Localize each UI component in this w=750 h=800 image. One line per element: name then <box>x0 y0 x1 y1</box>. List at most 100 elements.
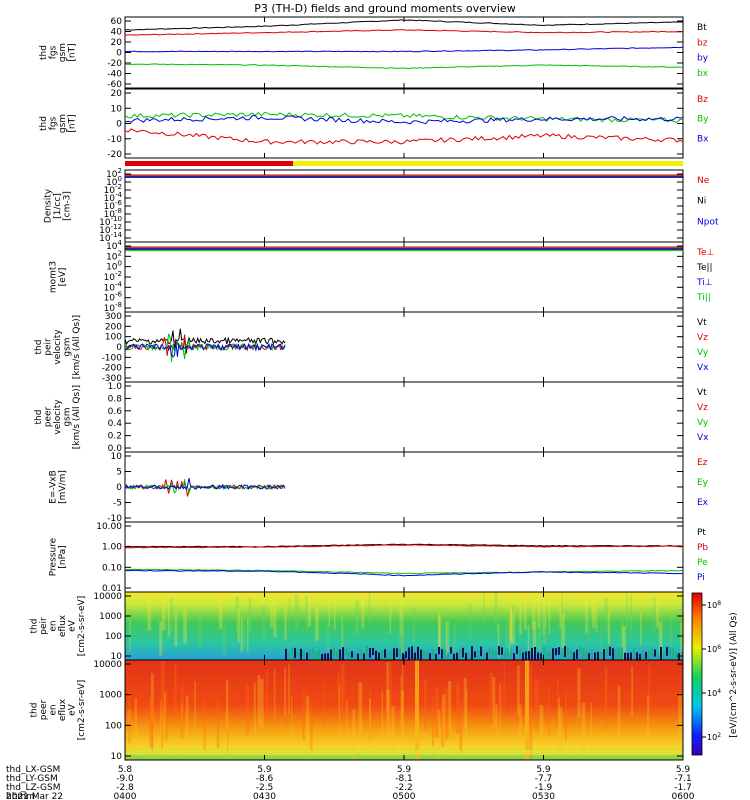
panel-ylabel: thd fgs gsm [nT] <box>39 114 78 133</box>
spectrogram-texture <box>595 598 598 633</box>
spectrogram-texture <box>587 608 590 643</box>
spectrogram-texture <box>149 697 154 748</box>
spectrogram-low-band <box>450 647 452 654</box>
y-tick-label: 0 <box>116 49 122 59</box>
spectrogram-event <box>415 660 419 760</box>
spectrogram-texture <box>128 692 131 743</box>
panel-ylabel: thd peer en eflux eV [cm2-s-sr-eV] <box>29 680 87 740</box>
spectrogram-texture <box>448 680 452 731</box>
spectrogram-low-band <box>339 649 341 662</box>
series-pi <box>124 569 684 577</box>
colorbar-tick-label: 108 <box>707 600 721 610</box>
ylabel-line: [1/cc] <box>53 193 63 219</box>
ylabel-line: fgs <box>48 45 58 59</box>
spectrogram-texture <box>402 664 404 715</box>
ylabel-line: [nT] <box>67 43 77 61</box>
axis-row-value: 5.9 <box>257 765 272 775</box>
spectrogram-texture <box>445 621 449 656</box>
series-by <box>124 111 684 123</box>
spectrogram-low-band <box>528 651 530 662</box>
legend-pb: Pb <box>697 543 708 553</box>
y-tick-label: 0.10 <box>102 563 122 573</box>
panel-ylabel: thd peir velocity gsm [km/s (All Qs)] <box>34 315 82 379</box>
spectrogram-low-band <box>519 649 521 661</box>
spectrogram-texture <box>355 600 357 635</box>
spectrogram-texture <box>455 683 460 734</box>
spectrogram-texture <box>543 610 547 645</box>
axis-row-value: -9.0 <box>116 774 134 784</box>
spectrogram-texture <box>352 709 356 760</box>
panel-frame <box>124 381 684 453</box>
spectrogram-low-band <box>372 647 374 656</box>
spectrogram-texture <box>225 680 229 731</box>
spectrogram-texture <box>399 600 403 635</box>
spectrogram-texture <box>338 683 341 734</box>
ylabel-line: [cm-3] <box>63 191 73 221</box>
spectrogram-texture <box>323 677 325 728</box>
spectrogram-low-band <box>294 647 296 659</box>
spectrogram-texture <box>494 592 498 627</box>
legend-by: By <box>697 115 709 125</box>
spectrogram-texture <box>431 696 435 747</box>
spectrogram-low-band <box>672 647 674 659</box>
spectrogram-low-band <box>444 649 446 659</box>
spectrogram-low-band <box>501 647 503 655</box>
spectrogram-low-band <box>615 649 617 659</box>
spectrogram-low-band <box>456 652 458 664</box>
ylabel-line: thd <box>29 703 39 718</box>
spectrogram-texture <box>328 593 331 628</box>
spectrogram-low-band <box>561 650 563 658</box>
spectrogram-texture <box>444 689 449 740</box>
spectrogram-low-band <box>441 649 443 659</box>
ylabel-line: eV <box>67 703 77 716</box>
y-tick-label: 0.6 <box>108 407 123 417</box>
legend-bz: bz <box>697 38 708 48</box>
ylabel-line: [eV] <box>58 268 68 287</box>
colorbar-tick-label: 104 <box>707 688 721 698</box>
spectrogram-low-band <box>345 649 347 656</box>
spectrogram-low-band <box>492 650 494 659</box>
spectrogram-texture <box>412 608 416 643</box>
spectrogram-texture <box>511 610 516 645</box>
spectrogram-texture <box>561 592 563 627</box>
spectrogram-low-band <box>657 653 659 661</box>
spectrogram-low-band <box>597 651 599 664</box>
spectrogram-texture <box>519 600 522 635</box>
spectrogram-texture <box>489 673 494 724</box>
spectrogram-low-band <box>510 650 512 661</box>
spectrogram-low-band <box>471 646 473 660</box>
legend-vz: Vz <box>697 333 708 343</box>
ylabel-line: gsm <box>58 114 68 133</box>
spectrogram-texture <box>499 683 501 734</box>
legend-pt: Pt <box>697 528 706 538</box>
spectrogram-texture <box>539 705 544 756</box>
spectrogram-texture <box>161 707 164 758</box>
spectrogram-texture <box>585 599 588 634</box>
spectrogram-texture <box>669 614 673 649</box>
spectrogram-texture <box>604 597 608 632</box>
spectrogram-texture <box>174 612 178 647</box>
spectrogram-texture <box>307 592 311 627</box>
axis-row-value: -1.7 <box>674 783 692 793</box>
spectrogram-low-band <box>633 648 635 662</box>
spectrogram-texture <box>495 704 498 755</box>
spectrogram-texture <box>305 695 310 746</box>
spectrogram-low-band <box>549 651 551 660</box>
spectrogram-texture <box>600 618 602 653</box>
spectrogram-low-band <box>474 651 476 658</box>
spectrogram-texture <box>237 608 240 643</box>
axis-row-value: -1.9 <box>535 783 553 793</box>
legend-vx: Vx <box>697 363 709 373</box>
spectrogram-low-band <box>315 651 317 666</box>
series-bz <box>124 128 684 145</box>
ylabel-line: peir <box>44 338 54 356</box>
spectrogram-low-band <box>390 651 392 662</box>
y-tick-label: 0.8 <box>108 394 123 404</box>
spectrogram-texture <box>368 698 372 749</box>
spectrogram-texture <box>424 679 428 730</box>
legend-vt: Vt <box>697 318 707 328</box>
spectrogram-texture <box>288 664 290 715</box>
spectrogram-low-band <box>537 652 539 666</box>
spectrogram-texture <box>326 619 330 654</box>
